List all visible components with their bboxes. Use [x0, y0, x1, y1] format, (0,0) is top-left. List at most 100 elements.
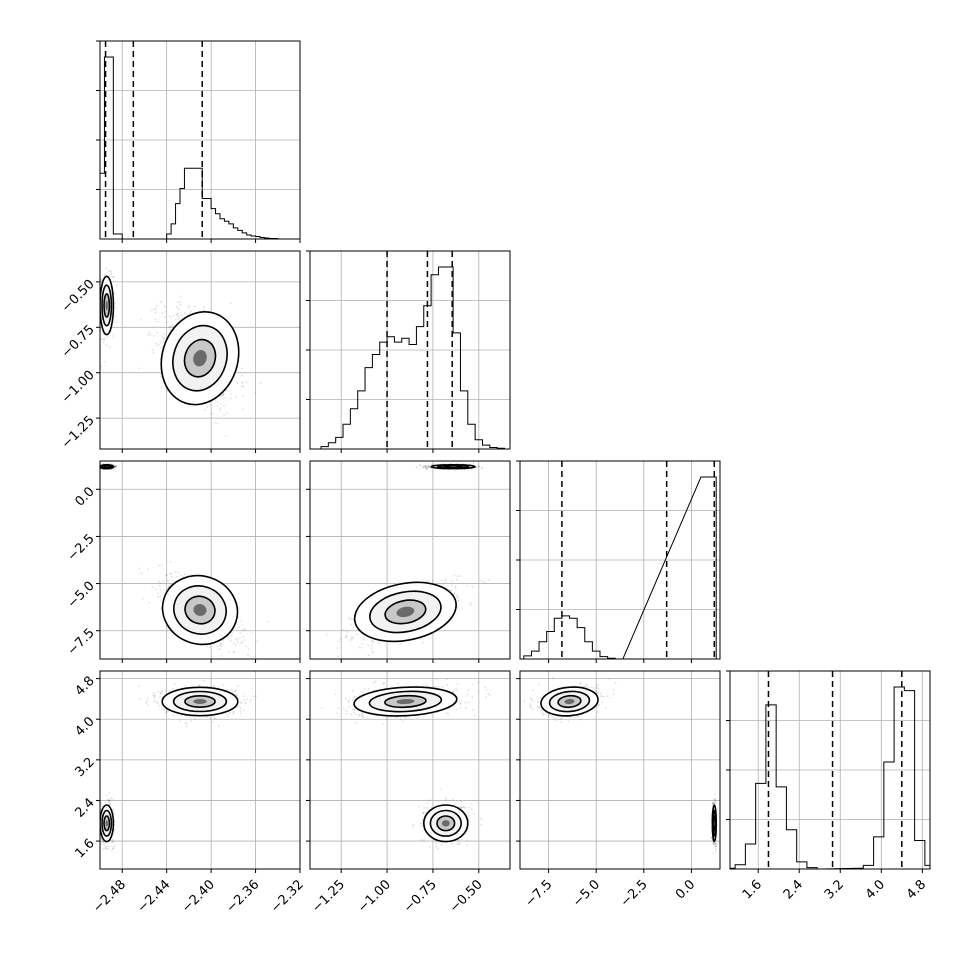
sample-point	[102, 333, 104, 335]
density-contour	[105, 300, 108, 311]
sample-point	[456, 600, 459, 602]
grid	[310, 250, 510, 449]
sample-point	[156, 592, 159, 595]
sample-point	[105, 842, 107, 845]
sample-point	[247, 654, 249, 656]
sample-point	[216, 401, 219, 403]
scatter-panel	[96, 670, 301, 873]
sample-point	[453, 593, 455, 595]
sample-point	[170, 317, 172, 319]
sample-point	[371, 640, 374, 643]
sample-point	[214, 399, 217, 401]
sample-point	[114, 465, 116, 468]
sample-point	[113, 275, 115, 278]
sample-point	[160, 385, 163, 388]
sample-point	[456, 578, 458, 581]
sample-point	[184, 573, 186, 575]
sample-point	[236, 639, 238, 641]
sample-point	[469, 602, 472, 604]
sample-point	[96, 829, 98, 831]
sample-point	[454, 587, 457, 589]
sample-point	[220, 655, 223, 657]
sample-point	[427, 579, 430, 582]
sample-point	[242, 385, 245, 388]
sample-point	[112, 847, 114, 850]
sample-point	[172, 315, 175, 317]
sample-point	[110, 272, 113, 275]
sample-point	[102, 847, 105, 850]
sample-point	[105, 848, 108, 850]
sample-point	[425, 467, 427, 470]
y-tick-label: −7.5	[65, 626, 98, 659]
sample-point	[456, 594, 459, 596]
sample-point	[378, 641, 380, 644]
sample-point	[444, 578, 447, 581]
sample-point	[178, 317, 180, 320]
histogram-step	[100, 56, 279, 239]
sample-point	[422, 466, 425, 469]
ticks	[726, 670, 923, 873]
sample-point	[163, 316, 166, 318]
sample-point	[245, 645, 248, 648]
sample-point	[352, 618, 355, 621]
ticks	[516, 460, 692, 663]
sample-point	[325, 634, 328, 636]
scatter-panel	[92, 250, 301, 453]
sample-point	[98, 826, 100, 828]
sample-point	[92, 298, 94, 300]
sample-point	[114, 466, 116, 469]
sample-point	[105, 267, 108, 270]
sample-point	[351, 636, 353, 639]
sample-point	[162, 340, 165, 343]
sample-point	[147, 568, 149, 571]
sample-point	[104, 273, 107, 276]
sample-point	[372, 641, 375, 643]
sample-point	[370, 647, 373, 650]
sample-point	[175, 314, 178, 316]
sample-point	[206, 645, 209, 648]
sample-point	[163, 305, 166, 308]
x-tick-label: 1.6	[740, 877, 765, 902]
sample-point	[114, 465, 117, 468]
sample-point	[415, 466, 418, 469]
sample-point	[219, 641, 222, 644]
sample-point	[352, 636, 355, 638]
sample-point	[350, 618, 353, 621]
sample-point	[114, 820, 116, 822]
histogram-panel	[726, 670, 931, 873]
sample-point	[361, 642, 364, 645]
sample-point	[107, 848, 110, 850]
sample-point	[463, 469, 466, 471]
sample-point	[108, 799, 111, 801]
sample-point	[157, 320, 159, 323]
grid	[100, 671, 301, 869]
sample-point	[154, 308, 157, 311]
sample-point	[96, 824, 98, 826]
sample-point	[106, 847, 108, 850]
sample-point	[223, 413, 226, 416]
density-contour	[105, 466, 108, 468]
sample-point	[176, 575, 179, 578]
sample-point	[108, 269, 111, 272]
sample-point	[426, 466, 429, 469]
sample-point	[153, 307, 156, 310]
sample-point	[456, 595, 459, 598]
sample-point	[170, 572, 173, 575]
sample-point	[151, 586, 154, 589]
sample-point	[160, 346, 163, 348]
sample-point	[466, 585, 469, 587]
sample-point	[241, 641, 244, 643]
sample-point	[171, 575, 174, 578]
sample-point	[107, 270, 110, 273]
sample-point	[360, 646, 363, 649]
sample-point	[110, 797, 112, 799]
sample-point	[159, 588, 162, 591]
sample-point	[159, 340, 162, 343]
sample-point	[102, 840, 105, 843]
sample-point	[228, 651, 230, 653]
density-contour	[396, 606, 415, 618]
density-contour	[449, 466, 457, 468]
sample-point	[111, 798, 114, 801]
sample-point	[113, 812, 115, 814]
x-tick-label: 4.8	[904, 877, 929, 902]
